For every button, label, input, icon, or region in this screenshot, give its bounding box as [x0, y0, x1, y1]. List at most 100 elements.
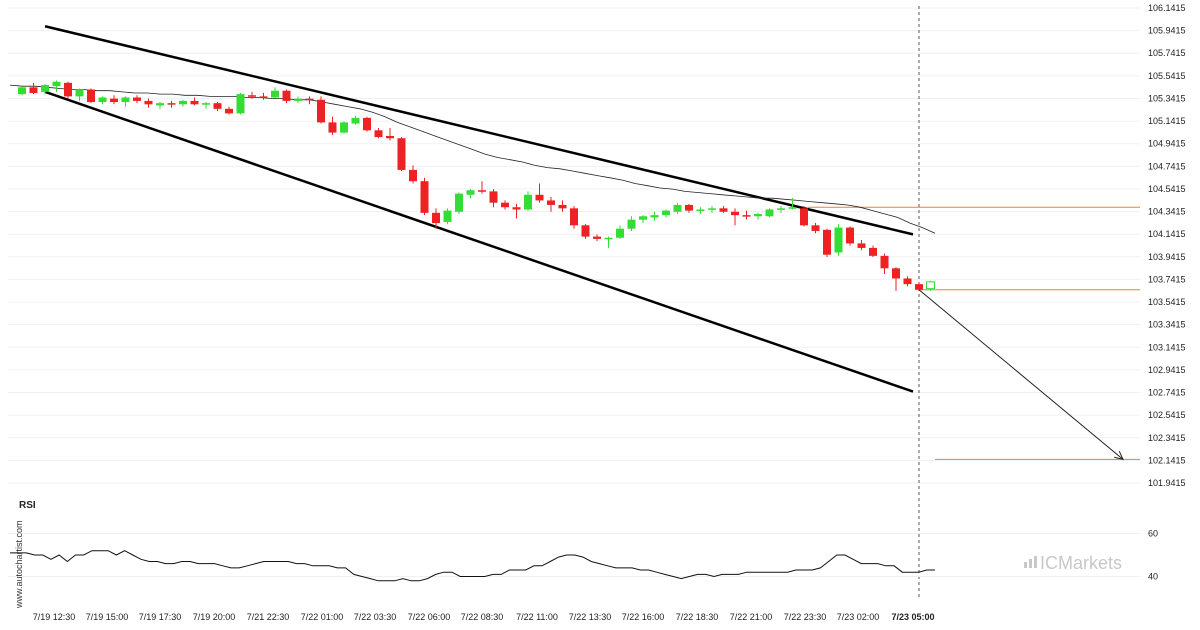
candle-body: [144, 100, 153, 105]
candle-body: [524, 194, 532, 210]
bars-icon: [1024, 556, 1037, 568]
candle-body: [432, 212, 440, 224]
y-axis: 106.1415 105.9415 105.7415 105.5415 105.3415…: [1148, 3, 1186, 488]
x-tick-label: 7/23 02:00: [837, 612, 880, 622]
candles: [18, 80, 935, 291]
candle-body: [409, 169, 417, 182]
candle-body: [121, 97, 130, 103]
forecast-arrowhead: [1114, 451, 1124, 461]
candle-body: [466, 190, 475, 195]
candle-body: [133, 97, 141, 101]
candle-body: [64, 82, 72, 97]
candle-body: [880, 255, 889, 269]
candle-body: [593, 236, 601, 239]
x-tick-label: 7/22 06:00: [408, 612, 451, 622]
candle-body: [87, 89, 95, 103]
x-tick-label: 7/22 16:00: [622, 612, 665, 622]
brand-watermark: ICMarkets: [1024, 553, 1122, 573]
candle-body: [363, 117, 371, 131]
candle-body: [489, 191, 498, 203]
forecast-line: [918, 289, 1124, 460]
y-tick-label: 105.7415: [1148, 48, 1186, 58]
candle-body: [754, 214, 762, 217]
candle-body: [328, 122, 337, 133]
candle-body: [75, 89, 84, 97]
site-credit-text: www.autochartist.com: [14, 520, 24, 609]
candle-body: [788, 207, 797, 209]
y-tick-label: 103.3415: [1148, 320, 1186, 330]
candle-body: [627, 219, 636, 229]
y-tick-label: 102.3415: [1148, 433, 1186, 443]
candle-body: [52, 81, 61, 87]
candle-body: [903, 278, 912, 285]
candle-body: [213, 103, 222, 109]
candle-body: [604, 237, 613, 240]
candle-body: [259, 96, 268, 98]
candle-body: [317, 99, 325, 123]
candle-body: [41, 85, 49, 92]
x-tick-label: 7/19 15:00: [86, 612, 129, 622]
candle-body: [535, 194, 544, 201]
candle-body: [305, 98, 314, 101]
rsi-line: [10, 550, 935, 582]
candle-body: [811, 225, 820, 231]
x-axis: 7/19 12:30 7/19 15:00 7/19 17:30 7/19 20:00…: [33, 612, 935, 622]
candle-body: [420, 181, 429, 213]
candle-body: [190, 100, 199, 105]
candle-body: [110, 98, 118, 103]
y-tick-label: 102.5415: [1148, 410, 1186, 420]
candle-body: [374, 130, 383, 138]
moving-average-line: [9, 84, 936, 234]
candle-body: [340, 122, 348, 133]
y-tick-label: 104.3415: [1148, 207, 1186, 217]
y-tick-label: 105.5415: [1148, 71, 1186, 81]
candle-body: [558, 204, 567, 209]
candle-body: [846, 227, 854, 244]
x-tick-label: 7/22 13:30: [569, 612, 612, 622]
channel-upper-line: [44, 25, 914, 236]
y-tick-label: 102.7415: [1148, 388, 1186, 398]
grid: [8, 6, 1140, 598]
x-tick-label: 7/22 01:00: [301, 612, 344, 622]
y-tick-label: 105.3415: [1148, 93, 1186, 103]
candle-body: [570, 208, 578, 226]
candle-body: [742, 215, 751, 217]
rsi-panel: RSI 60 40: [8, 500, 1158, 582]
candle-body: [443, 210, 452, 222]
candle-body: [167, 103, 176, 105]
candle-body: [823, 229, 831, 255]
candle-body: [294, 98, 302, 101]
x-tick-label: 7/22 03:30: [354, 612, 397, 622]
candle-body: [662, 210, 670, 216]
candle-body: [397, 138, 406, 170]
y-tick-label: 104.7415: [1148, 161, 1186, 171]
x-tick-label: 7/19 12:30: [33, 612, 76, 622]
x-tick-label: 7/22 21:00: [730, 612, 773, 622]
candle-body: [202, 103, 210, 105]
candle-body: [869, 247, 877, 256]
candle-body: [685, 204, 693, 211]
y-tick-label: 102.9415: [1148, 365, 1186, 375]
moving-average: [9, 84, 936, 234]
rsi-tick-label: 40: [1148, 572, 1158, 582]
candle-body: [547, 200, 555, 205]
candle-body: [639, 216, 647, 220]
x-tick-label-current: 7/23 05:00: [891, 612, 934, 622]
candle-body: [915, 284, 923, 290]
candle-body: [18, 87, 26, 95]
x-tick-label: 7/19 17:30: [139, 612, 182, 622]
candle-body: [926, 281, 935, 290]
candle-body: [248, 95, 256, 97]
candle-body: [282, 90, 291, 101]
candle-body: [98, 97, 107, 103]
candle-body: [616, 228, 624, 238]
x-tick-label: 7/22 23:30: [784, 612, 827, 622]
y-tick-label: 104.5415: [1148, 184, 1186, 194]
candle-body: [731, 211, 739, 216]
candle-body: [777, 208, 785, 210]
candle-body: [765, 209, 774, 217]
x-tick-label: 7/21 22:30: [247, 612, 290, 622]
y-tick-label: 101.9415: [1148, 478, 1186, 488]
y-tick-label: 104.1415: [1148, 229, 1186, 239]
